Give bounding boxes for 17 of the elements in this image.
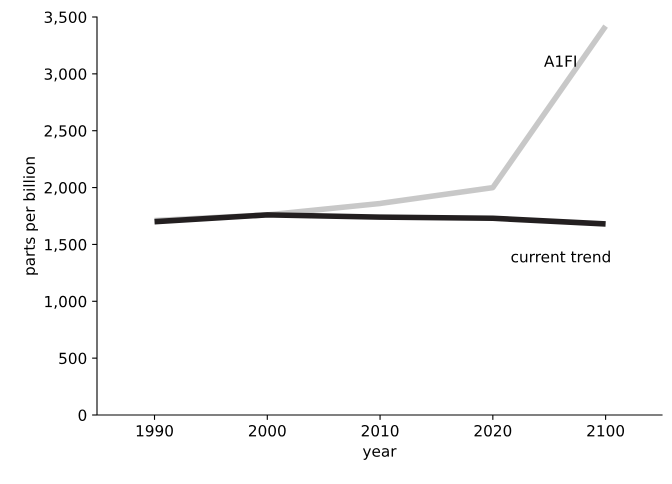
y-tick-label: 3,000 [44, 68, 86, 82]
y-tick-label: 1,500 [45, 238, 86, 252]
y-tick-label: 500 [59, 352, 86, 364]
x-axis-title: year [362, 448, 397, 460]
x-tick-label: 2020 [474, 424, 512, 437]
y-tick-label: 3,500 [44, 11, 86, 25]
y-tick-label: 2,000 [44, 182, 86, 196]
y-tick-label: 0 [78, 409, 86, 422]
x-tick-label: 2010 [362, 424, 398, 437]
x-tick-label: 2100 [587, 424, 624, 437]
series-label: A1FI [544, 56, 576, 67]
x-tick-label: 2000 [248, 424, 286, 437]
y-tick-label: 1,000 [45, 296, 86, 309]
y-axis-title: parts per billion [23, 157, 38, 275]
x-tick-label: 1990 [136, 424, 173, 437]
y-tick-label: 2,500 [44, 125, 86, 138]
series-label: current trend [511, 250, 610, 263]
